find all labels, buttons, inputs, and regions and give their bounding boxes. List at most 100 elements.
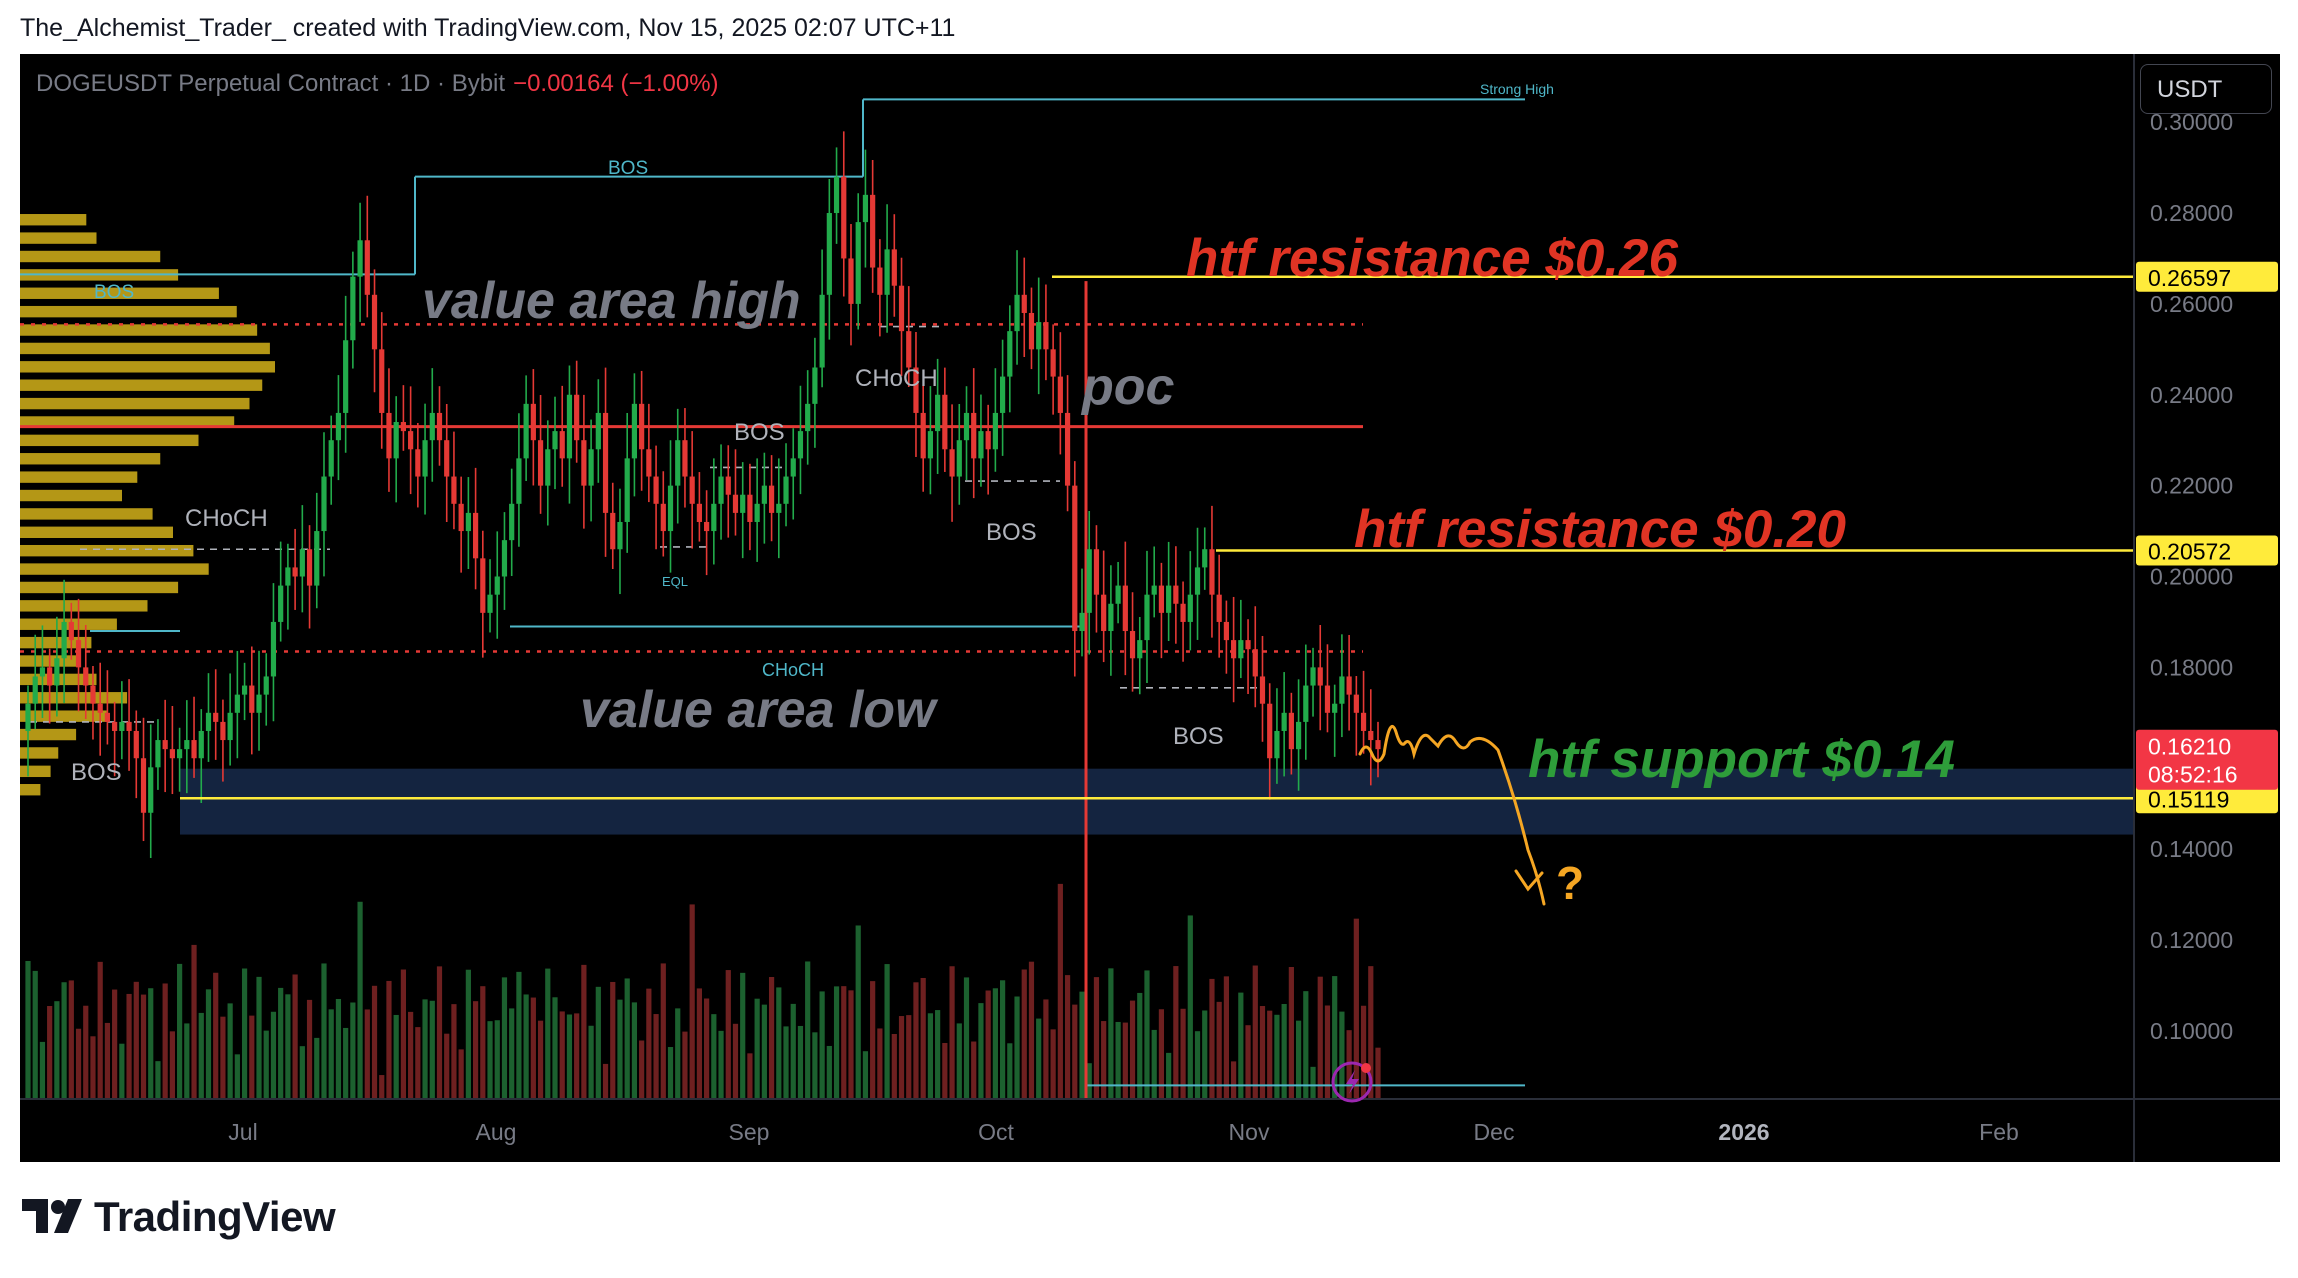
volume-profile-bar [20,600,148,612]
volume-profile-bar [20,747,59,759]
volume-bar [39,1041,46,1099]
volume-bar [1209,978,1215,1099]
volume-bar [833,986,840,1099]
candle-body [241,685,248,695]
candle-body [278,585,284,622]
candle-body [436,412,443,441]
candle-body [191,740,197,759]
volume-bar [675,1008,681,1099]
price-chart[interactable]: value area high value area low poc htf resi… [20,54,2280,1162]
volume-bar [1332,976,1338,1099]
candle-body [472,512,479,559]
candle-body [877,267,883,295]
candle-body [855,222,861,304]
candle-body [639,403,645,450]
volume-bar [537,1020,544,1099]
candle-body [393,422,399,459]
candle-body [1115,585,1121,604]
price-change: −0.00164 (−1.00%) [513,70,719,97]
bos-label: BOS [608,158,648,179]
volume-bar [1223,976,1229,1099]
volume-bar [241,968,248,1099]
candle-body [1144,594,1150,641]
candle-body [213,712,219,722]
x-tick-label: Nov [1229,1119,1270,1145]
candle-body [805,403,811,432]
x-tick-label: Dec [1474,1119,1515,1145]
volume-bar [790,1003,796,1099]
volume-bar [776,987,782,1099]
candle-body [667,485,674,532]
volume-profile-bar [20,324,258,336]
candle-body [1137,640,1143,659]
y-tick-label: 0.18000 [2150,654,2233,680]
candle-body [689,476,695,504]
currency-button[interactable]: USDT [2140,64,2272,114]
volume-bar [841,986,847,1099]
volume-bar [1375,1047,1381,1099]
candle-body [704,521,710,532]
candle-body [1187,594,1193,622]
candle-body [422,440,428,477]
volume-bar [1245,1025,1251,1099]
volume-bar [429,1000,435,1099]
tradingview-logo-icon [22,1197,88,1237]
volume-profile-bar [20,618,117,630]
level-price-tag [2136,535,2278,566]
volume-bar [1259,1006,1266,1099]
candle-body [595,412,601,450]
candle-body [1158,585,1165,613]
volume-bar [357,901,363,1099]
candle-body [732,494,739,513]
volume-bar [1252,965,1258,1099]
volume-bar [1151,1029,1157,1099]
volume-bar [725,970,731,1099]
volume-bar [487,1021,493,1099]
volume-bar [826,1045,832,1099]
candle-body [963,412,970,441]
candle-body [660,503,666,532]
candle-body [270,621,277,677]
htf-levels [180,275,2134,906]
candle-body [1166,585,1172,613]
volume-bar [205,989,212,1099]
volume-bar [1028,961,1035,1099]
candle-body [949,449,955,477]
volume-profile-bar [20,434,199,447]
volume-bar [768,977,775,1099]
volume-profile-bar [20,471,138,483]
candle-body [1180,603,1186,622]
candle-body [263,676,269,695]
candle-body [826,213,832,295]
volume-bar [1050,1029,1056,1099]
volume-bar [140,994,147,1099]
candle-body [956,440,962,477]
volume-bar [364,1009,370,1099]
bos-label: BOS [986,519,1037,546]
candle-body [314,531,320,586]
volume-profile-bar [20,342,270,355]
volume-bar [1173,966,1179,1099]
chart-panel[interactable]: value area high value area low poc htf resi… [20,54,2280,1162]
candle-body [1079,612,1085,632]
volume-bar [350,1002,356,1099]
candle-body [898,285,905,332]
candle-body [335,412,342,441]
volume-bar [906,1015,912,1099]
volume-bar [1007,1043,1013,1099]
volume-bar [1238,992,1244,1099]
current-price-value: 0.16210 [2148,734,2231,760]
candle-body [971,412,977,459]
candle-body [1057,376,1063,413]
volume-bar [877,1028,883,1099]
volume-bar [47,1006,53,1099]
lightning-icon[interactable] [1331,1061,1373,1103]
volume-bar [1144,970,1150,1099]
volume-bar [148,988,154,1099]
candle-body [812,367,818,404]
volume-bar [870,981,876,1099]
volume-bar [682,1031,688,1099]
candle-body [1245,640,1251,650]
volume-bar [408,1011,414,1099]
